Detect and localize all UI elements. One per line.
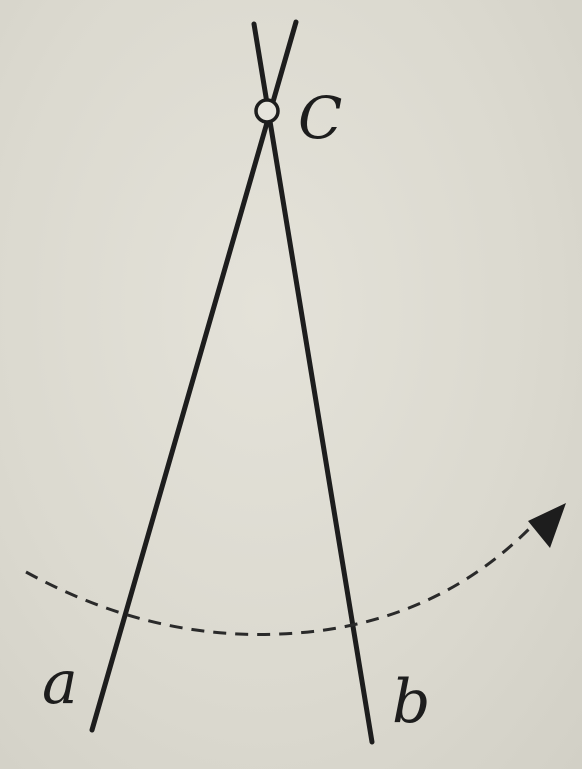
swing-arc bbox=[25, 526, 532, 636]
rod-a-label: a bbox=[42, 648, 78, 718]
arc-arrowhead bbox=[528, 503, 566, 548]
rod-b bbox=[251, 21, 375, 745]
pivot-label: C bbox=[298, 84, 342, 152]
pivot-joint bbox=[254, 98, 280, 124]
rod-b-label: b bbox=[392, 667, 430, 737]
rod-a bbox=[89, 19, 299, 733]
